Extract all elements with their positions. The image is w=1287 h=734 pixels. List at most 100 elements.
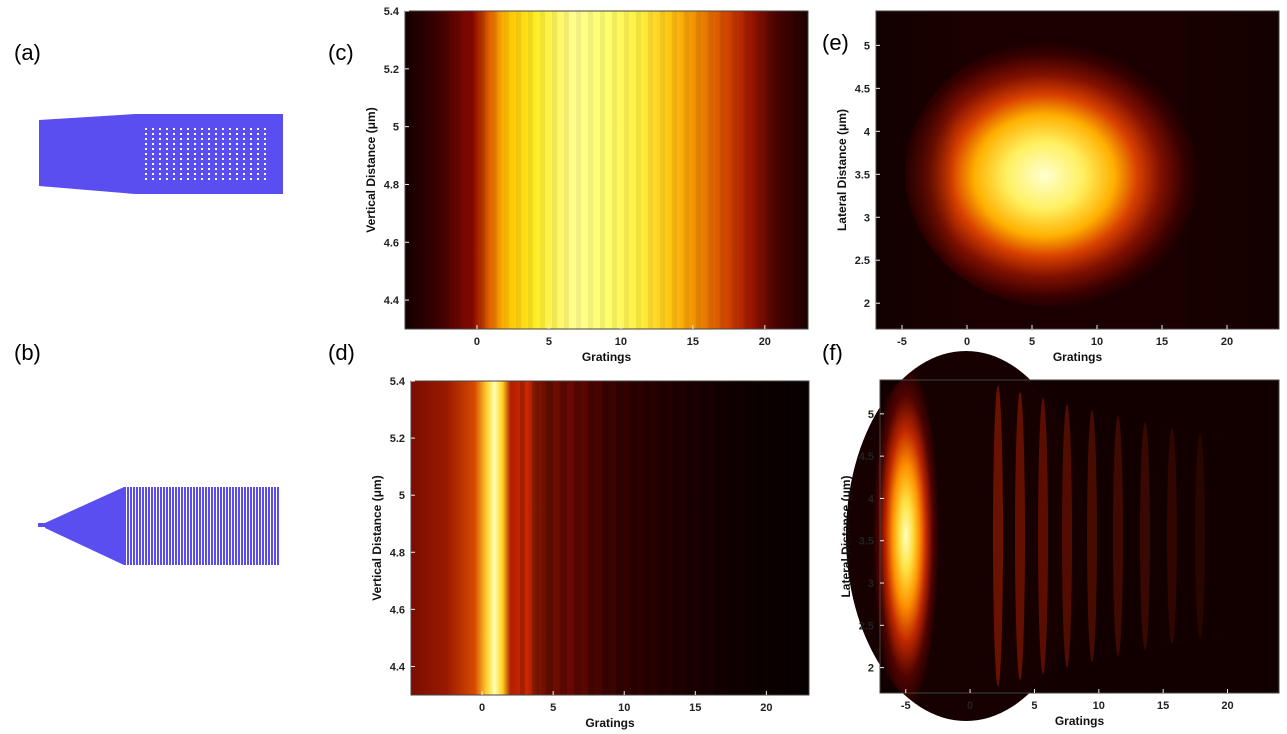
grating-line-17 xyxy=(175,487,177,565)
fringe-3 xyxy=(1062,404,1072,668)
grating-hole-193 xyxy=(264,158,266,160)
grating-hole-121 xyxy=(222,128,224,130)
grating-hole-183 xyxy=(257,163,259,165)
grating-hole-166 xyxy=(250,133,252,135)
grating-line-21 xyxy=(187,487,189,565)
grating-hole-19 xyxy=(152,168,154,170)
xlabel-d: Gratings xyxy=(585,716,635,730)
grating-line-13 xyxy=(163,487,165,565)
grating-line-50 xyxy=(274,487,276,565)
grating-hole-192 xyxy=(264,153,266,155)
grating-hole-34 xyxy=(166,133,168,135)
grating-hole-82 xyxy=(194,153,196,155)
grating-hole-16 xyxy=(152,153,154,155)
grating-hole-144 xyxy=(236,133,238,135)
grating-line-43 xyxy=(253,487,255,565)
grating-hole-90 xyxy=(201,138,203,140)
ytick-label-c-4.8: 4.8 xyxy=(384,179,399,191)
grating-hole-35 xyxy=(166,138,168,140)
grating-hole-154 xyxy=(243,128,245,130)
grating-hole-138 xyxy=(229,158,231,160)
ylabel-c: Vertical Distance (μm) xyxy=(364,107,378,232)
grating-hole-167 xyxy=(250,138,252,140)
xtick-label-f-5: 5 xyxy=(1031,700,1037,712)
grating-hole-26 xyxy=(159,148,161,150)
grating-hole-98 xyxy=(201,178,203,180)
grating-hole-12 xyxy=(152,133,154,135)
ytick-label-f-3: 3 xyxy=(868,578,874,590)
grating-hole-87 xyxy=(194,178,196,180)
grating-line-18 xyxy=(178,487,180,565)
xtick-label-e-10: 10 xyxy=(1091,336,1103,348)
grating-line-31 xyxy=(217,487,219,565)
grating-line-3 xyxy=(133,487,135,565)
grating-hole-147 xyxy=(236,148,238,150)
grating-hole-95 xyxy=(201,163,203,165)
grating-hole-65 xyxy=(180,178,182,180)
grating-hole-56 xyxy=(180,133,182,135)
grating-hole-112 xyxy=(215,138,217,140)
panel-label-f: (f) xyxy=(822,340,843,365)
grating-hole-187 xyxy=(264,128,266,130)
grating-hole-179 xyxy=(257,143,259,145)
grating-line-0 xyxy=(124,487,126,565)
grating-hole-191 xyxy=(264,148,266,150)
grating-line-29 xyxy=(211,487,213,565)
grating-line-1 xyxy=(127,487,129,565)
grating-hole-80 xyxy=(194,143,196,145)
grating-hole-88 xyxy=(201,128,203,130)
grating-hole-176 xyxy=(257,128,259,130)
grating-line-42 xyxy=(250,487,252,565)
grating-line-40 xyxy=(244,487,246,565)
xtick-label-d-0: 0 xyxy=(479,702,485,714)
grating-line-9 xyxy=(151,487,153,565)
grating-line-2 xyxy=(130,487,132,565)
plot-frame-e xyxy=(875,10,1280,330)
grating-hole-169 xyxy=(250,148,252,150)
plot-frame-d xyxy=(410,380,810,696)
ytick-label-d-4.8: 4.8 xyxy=(390,547,405,559)
fringe-0 xyxy=(993,386,1003,686)
grating-line-14 xyxy=(166,487,168,565)
xtick-label-c-5: 5 xyxy=(546,336,552,348)
axes-f: -5 0 5 10 15 20 2 2.5 3 3.5 4 4.5 5 Gratings Lateral D… xyxy=(839,379,1280,728)
xtick-label-d-20: 20 xyxy=(760,702,772,714)
grating-hole-97 xyxy=(201,173,203,175)
grating-hole-93 xyxy=(201,153,203,155)
grating-hole-184 xyxy=(257,168,259,170)
grating-line-36 xyxy=(232,487,234,565)
xtick-label-e-5: 5 xyxy=(1029,336,1035,348)
grating-hole-173 xyxy=(250,168,252,170)
panel-label-c: (c) xyxy=(328,40,354,65)
grating-hole-28 xyxy=(159,158,161,160)
grating-hole-74 xyxy=(187,168,189,170)
heatmap-f xyxy=(846,351,1279,721)
grating-hole-141 xyxy=(229,173,231,175)
grating-hole-123 xyxy=(222,138,224,140)
grating-hole-127 xyxy=(222,158,224,160)
grating-line-51 xyxy=(277,487,279,565)
ytick-label-f-5: 5 xyxy=(868,409,874,421)
grating-line-16 xyxy=(172,487,174,565)
grating-hole-79 xyxy=(194,138,196,140)
grating-hole-158 xyxy=(243,148,245,150)
grating-hole-45 xyxy=(173,133,175,135)
grating-line-22 xyxy=(190,487,192,565)
grating-hole-164 xyxy=(243,178,245,180)
plot-frame-c xyxy=(404,10,809,330)
grating-hole-89 xyxy=(201,133,203,135)
xtick-label-c-20: 20 xyxy=(759,336,771,348)
heatmap-c-fringes xyxy=(405,11,808,329)
panel-label-a: (a) xyxy=(14,40,41,65)
xtick-label-e-20: 20 xyxy=(1221,336,1233,348)
grating-hole-181 xyxy=(257,153,259,155)
grating-hole-25 xyxy=(159,143,161,145)
grating-hole-170 xyxy=(250,153,252,155)
grating-hole-21 xyxy=(152,178,154,180)
xtick-label-f-20: 20 xyxy=(1221,700,1233,712)
grating-hole-46 xyxy=(173,138,175,140)
grating-hole-161 xyxy=(243,163,245,165)
grating-hole-49 xyxy=(173,153,175,155)
grating-hole-94 xyxy=(201,158,203,160)
